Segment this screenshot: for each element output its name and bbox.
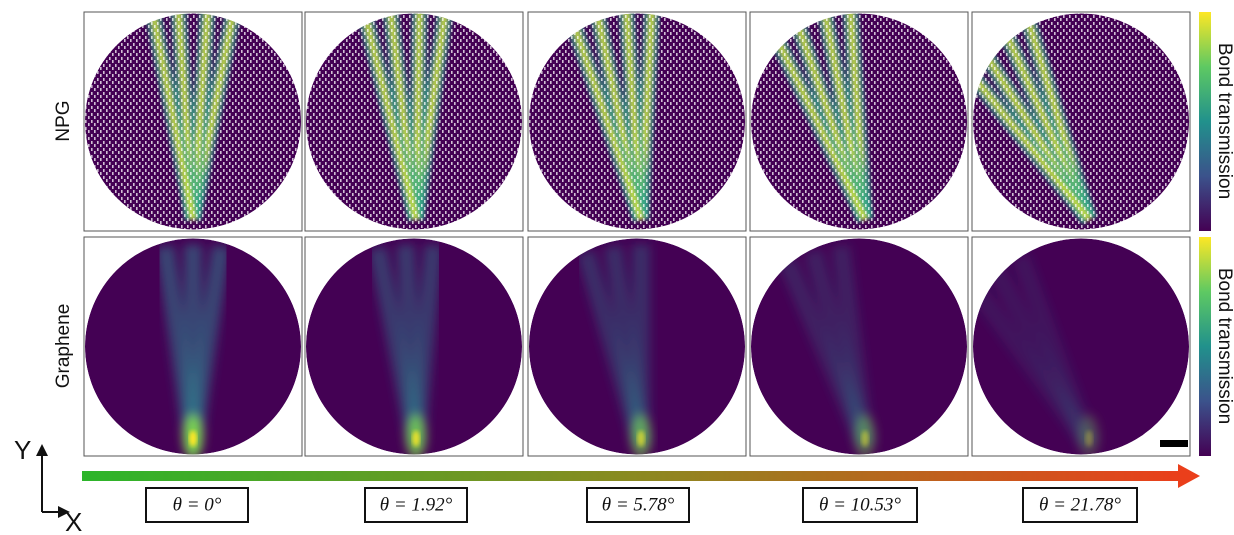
axis-label: X (65, 507, 82, 535)
colorbar-label: Bond transmission (1214, 43, 1234, 199)
axis-label: Y (14, 435, 31, 465)
colorbar (1199, 237, 1211, 456)
colorbar (1199, 12, 1211, 231)
hot-core (861, 431, 869, 447)
scale-bar (1160, 440, 1188, 447)
hot-core (412, 431, 420, 447)
row-label: Graphene (53, 304, 74, 389)
angle-arrow (82, 471, 1180, 481)
arrow-head (1178, 464, 1200, 488)
angle-boxes: θ = 0° θ = 1.92° θ = 5.78° θ = 10.53° θ = 21… (146, 488, 1137, 522)
hot-core (637, 431, 645, 447)
row-label: NPG (53, 100, 74, 141)
angle-label: θ = 1.92° (380, 494, 453, 515)
panels (84, 0, 1190, 458)
hot-core (189, 431, 197, 447)
axes-glyph: Y X (14, 435, 82, 535)
angle-label: θ = 5.78° (602, 494, 675, 515)
colorbar-label: Bond transmission (1214, 268, 1234, 424)
figure: Bond transmission Bond transmission NPG … (0, 0, 1234, 535)
angle-label: θ = 0° (173, 494, 222, 515)
angle-label: θ = 21.78° (1039, 494, 1121, 515)
angle-label: θ = 10.53° (819, 494, 901, 515)
hot-core (1085, 431, 1093, 447)
